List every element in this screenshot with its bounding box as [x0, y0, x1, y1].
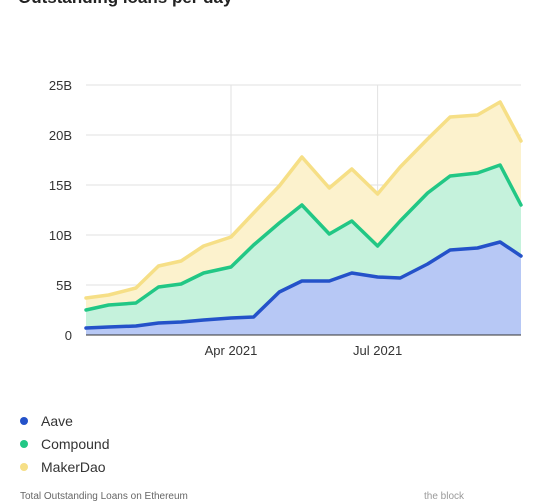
legend-item-aave: Aave: [20, 409, 110, 432]
line-aave: [84, 240, 523, 330]
x-tick-label: Jul 2021: [353, 343, 402, 358]
legend: Aave Compound MakerDao: [20, 409, 110, 478]
y-tick-label: 20B: [49, 128, 72, 143]
line-layer: [84, 100, 523, 330]
y-tick-label: 5B: [56, 278, 72, 293]
legend-swatch: [20, 416, 28, 425]
legend-item-compound: Compound: [20, 432, 110, 455]
source-credit: the block: [424, 491, 465, 502]
tick-label-layer: 0 5B 10B 15B 20B 25B Apr 2021 Jul 2021: [49, 78, 402, 358]
chart-title: Outstanding loans per day: [18, 0, 232, 8]
chart-caption: Total Outstanding Loans on Ethereum: [20, 491, 188, 502]
x-tick-label: Apr 2021: [205, 343, 258, 358]
legend-label: Compound: [41, 435, 110, 452]
area-layer: [86, 102, 521, 335]
y-tick-label: 15B: [49, 178, 72, 193]
legend-label: Aave: [41, 412, 73, 429]
area-aave: [86, 242, 521, 335]
chart-area: 0 5B 10B 15B 20B 25B Apr 2021 Jul 2021: [49, 78, 523, 358]
legend-swatch: [20, 462, 28, 471]
legend-label: MakerDao: [41, 458, 106, 475]
area-compound: [86, 165, 521, 328]
y-tick-label: 0: [65, 328, 72, 343]
y-tick-label: 10B: [49, 228, 72, 243]
line-makerdao: [84, 100, 523, 300]
legend-swatch: [20, 439, 28, 448]
y-tick-label: 25B: [49, 78, 72, 93]
line-compound: [84, 163, 523, 312]
legend-item-makerdao: MakerDao: [20, 455, 110, 478]
